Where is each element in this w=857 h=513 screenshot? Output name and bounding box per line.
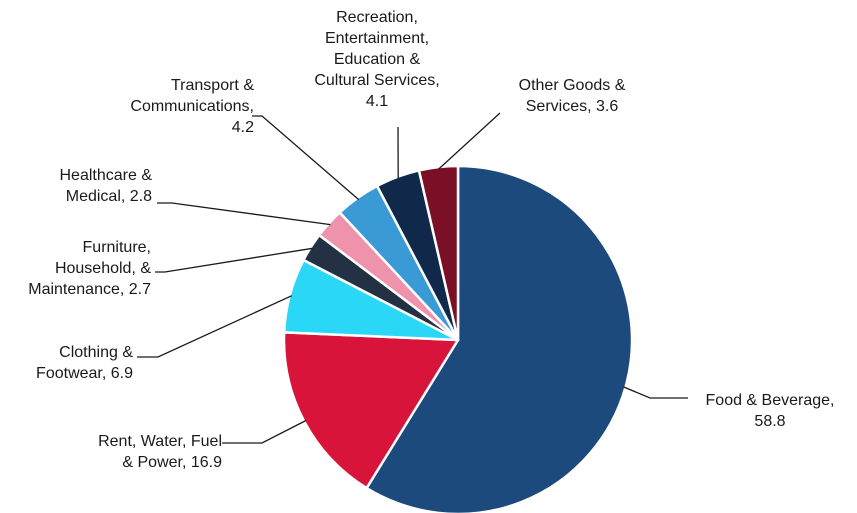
slice-label-line: Healthcare & [60,167,153,184]
leader-line [137,295,293,358]
slice-label-line: Recreation, [336,9,418,26]
slice-label-line: Transport & [171,77,254,94]
slice-label-line: Maintenance, 2.7 [28,281,151,298]
slice-label-line: 4.1 [366,93,388,110]
leader-lines [137,112,688,444]
slice-label-line: Footwear, 6.9 [36,365,133,382]
slice-label-line: Food & Beverage, [706,392,835,409]
slice-label: Furniture, Household, & Maintenance, 2.7 [28,239,151,298]
leader-line [222,419,307,444]
slice-label-line: Other Goods & [519,77,626,94]
leader-line [252,115,360,201]
slice-label-line: Rent, Water, Fuel [98,433,222,450]
slice-label-line: Household, & [55,260,151,277]
leader-line [438,112,501,170]
slice-label-line: Clothing & [59,344,133,361]
slice-label: Recreation, Entertainment, Education & Cult… [314,9,439,110]
slice-label-line: Services, 3.6 [526,98,619,115]
leader-line [623,386,688,399]
slice-label-line: 4.2 [232,119,254,136]
slice-label: Food & Beverage, 58.8 [706,392,835,430]
slice-label-line: Communications, [130,98,254,115]
leader-line [157,202,331,226]
slice-label-line: Entertainment, [325,30,429,47]
slice-label-line: Medical, 2.8 [66,188,152,205]
pie-slice [417,164,460,342]
slice-label-line: Cultural Services, [314,72,439,89]
slice-label: Clothing & Footwear, 6.9 [36,344,133,382]
slice-label: Healthcare & Medical, 2.8 [60,167,153,205]
slice-label-line: 58.8 [754,413,785,430]
slice-label-line: & Power, 16.9 [122,454,222,471]
leader-line [155,247,313,273]
slice-label: Transport & Communications, 4.2 [130,77,254,136]
slice-label: Other Goods & Services, 3.6 [519,77,626,115]
slice-label: Rent, Water, Fuel & Power, 16.9 [98,433,222,471]
pie-slices [282,164,634,513]
slice-labels: Food & Beverage, 58.8 Rent, Water, Fuel & P… [28,9,834,471]
slice-label-line: Education & [334,51,421,68]
slice-label-line: Furniture, [83,239,151,256]
